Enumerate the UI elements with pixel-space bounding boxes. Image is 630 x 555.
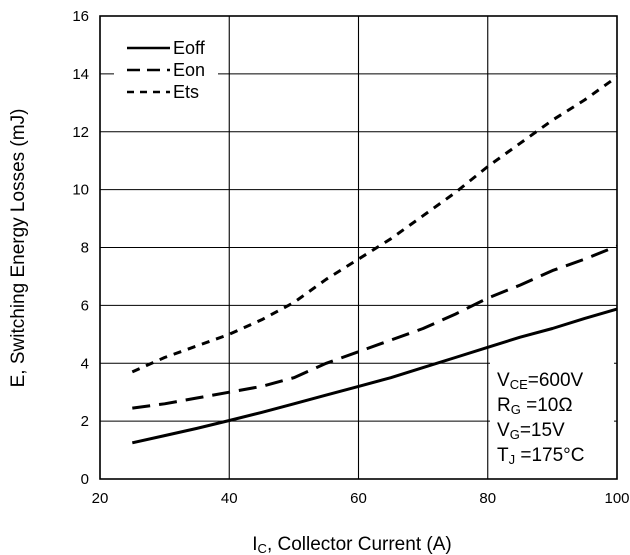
y-tick-labels: 0 2 4 6 8 10 12 14 16 [72, 8, 89, 488]
condition-line: TJ =175°C [497, 445, 585, 467]
legend-label-eoff: Eoff [173, 38, 206, 58]
x-tick-label: 80 [479, 490, 496, 507]
x-tick-labels: 20 40 60 80 100 [92, 490, 630, 507]
x-axis-title: IC, Collector Current (A) [252, 534, 451, 555]
x-axis-title-sub: C [258, 541, 267, 555]
y-tick-label: 10 [72, 182, 89, 199]
condition-line: VCE=600V [497, 370, 584, 392]
x-tick-label: 100 [604, 490, 629, 507]
legend-label-eon: Eon [173, 60, 205, 80]
y-tick-label: 14 [72, 66, 89, 83]
series-layer [131, 75, 618, 445]
x-tick-label: 60 [350, 490, 367, 507]
y-tick-label: 2 [81, 413, 89, 430]
legend-label-ets: Ets [173, 82, 199, 102]
y-tick-label: 4 [81, 355, 89, 372]
condition-line: VG=15V [497, 420, 565, 442]
test-conditions: VCE=600V RG =10Ω VG=15V TJ =175°C [497, 370, 585, 467]
y-tick-label: 12 [72, 124, 89, 141]
x-axis-title-main: I [252, 534, 257, 555]
x-tick-label: 40 [221, 490, 238, 507]
y-axis-title: E, Switching Energy Losses (mJ) [8, 109, 29, 388]
conditions-box [490, 362, 614, 472]
x-axis-title-rest: , Collector Current (A) [267, 534, 452, 555]
y-tick-label: 16 [72, 8, 89, 25]
y-tick-label: 0 [81, 471, 89, 488]
series-line-ets [131, 75, 618, 374]
series-line-eoff [131, 307, 618, 445]
y-tick-label: 6 [81, 297, 89, 314]
x-tick-label: 20 [92, 490, 109, 507]
condition-line: RG =10Ω [497, 395, 573, 417]
series-line-eon [132, 244, 618, 410]
y-tick-label: 8 [81, 240, 89, 257]
plot-frame [99, 15, 618, 480]
